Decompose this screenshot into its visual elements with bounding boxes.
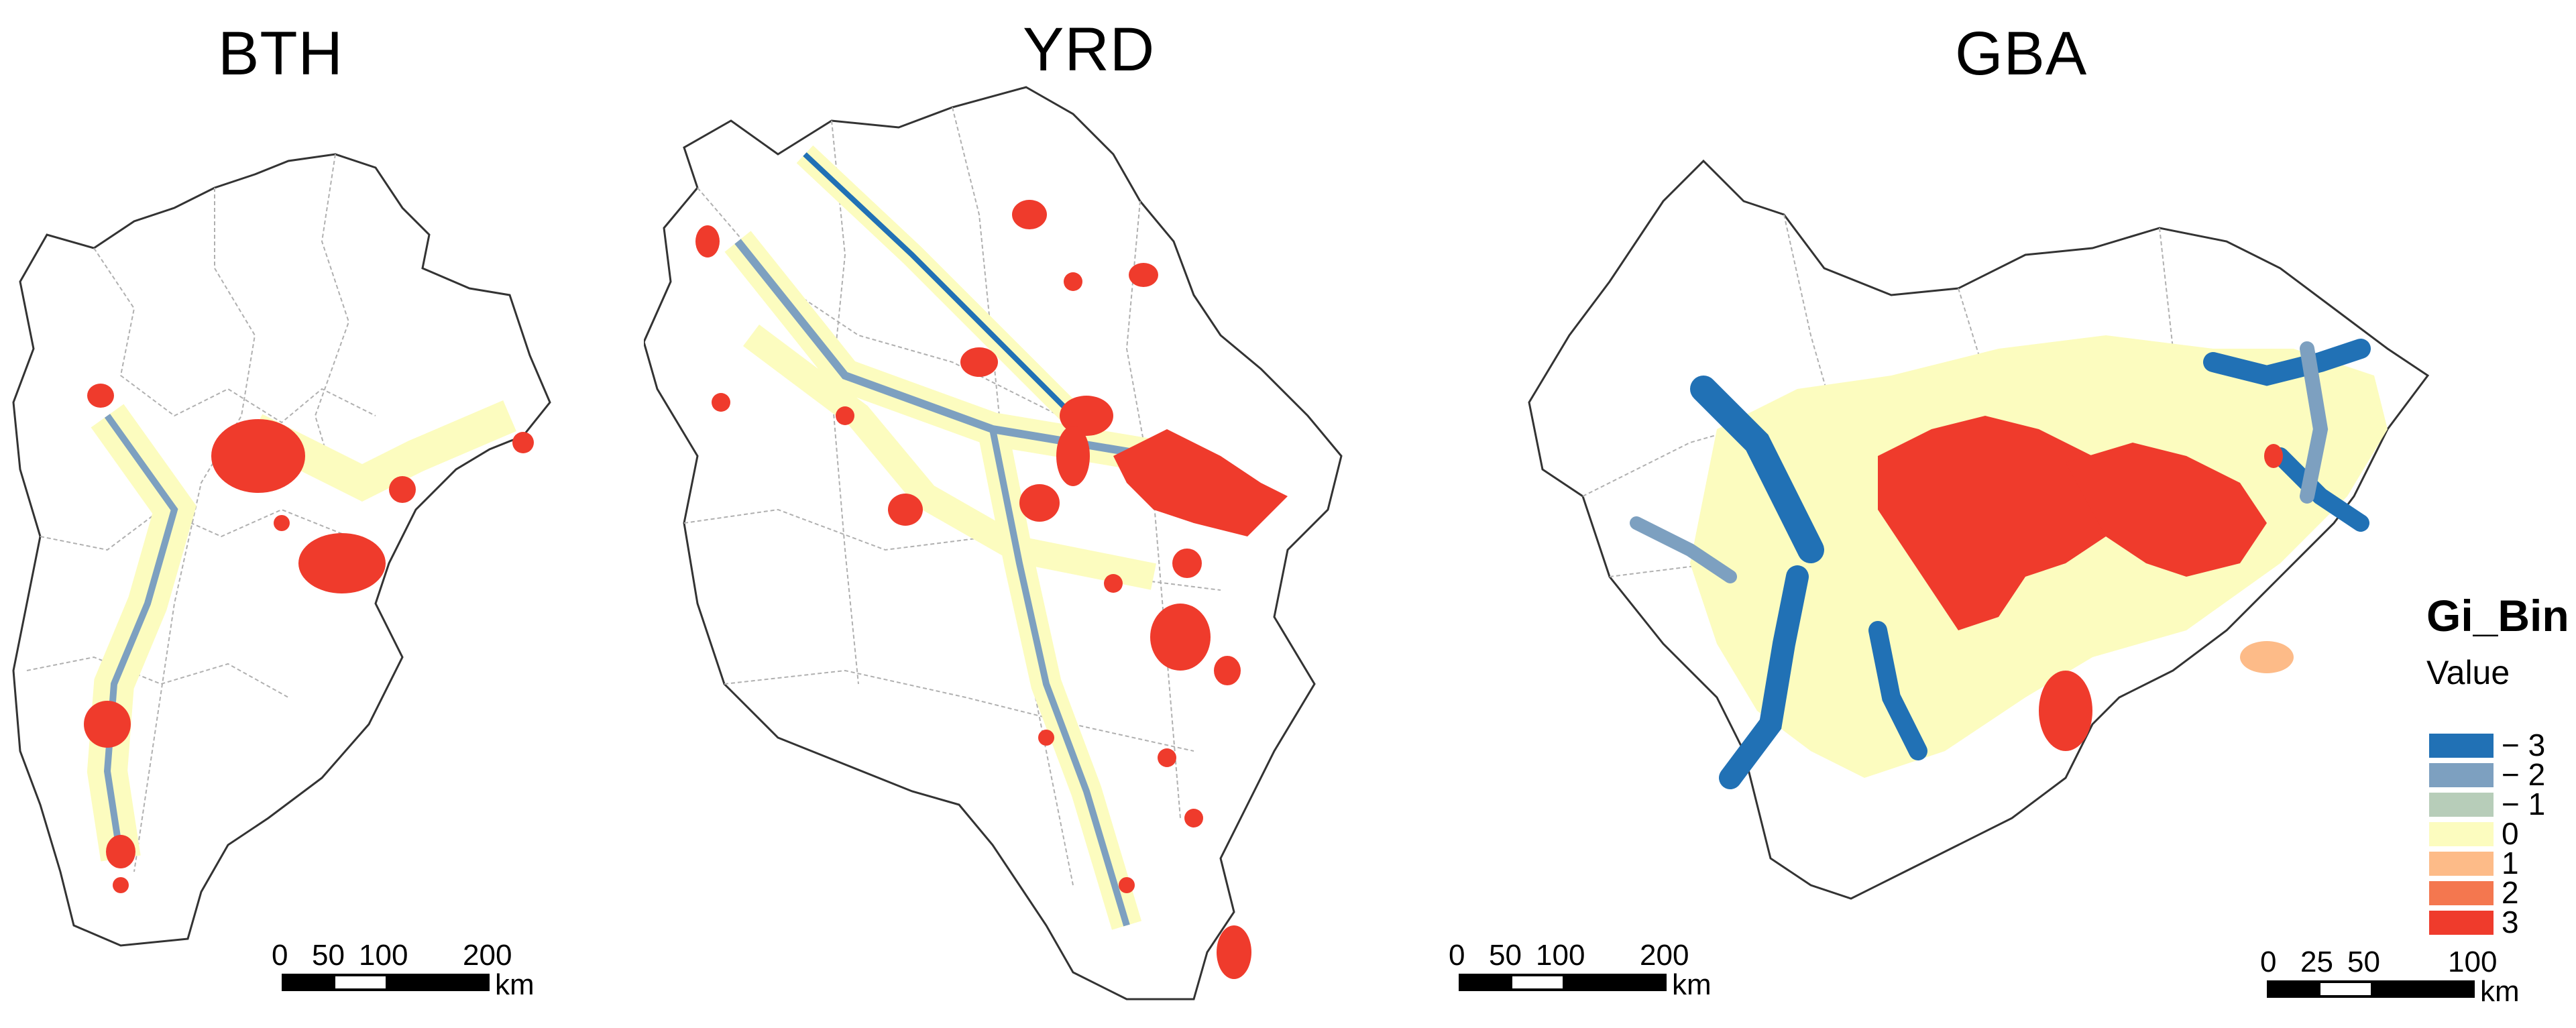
legend-item: 3 (2429, 905, 2570, 939)
gba-scale-tick-25: 25 (2300, 946, 2333, 978)
legend-label: 3 (2502, 905, 2519, 939)
gba-coldspots (1630, 339, 2371, 789)
yrd-scale-bar: 0 50 100 200 km (1445, 939, 1727, 1006)
legend-label: 2 (2502, 875, 2519, 910)
legend-swatch (2429, 793, 2494, 817)
legend-swatch (2429, 734, 2494, 758)
legend-title: Gi_Bin (2426, 591, 2569, 640)
yrd-hotspots (695, 200, 1288, 979)
bth-scale-tick-200: 200 (463, 939, 512, 972)
legend-item: 2 (2429, 875, 2570, 910)
yrd-scale-tick-100: 100 (1536, 939, 1585, 972)
legend-label: − 3 (2502, 728, 2546, 762)
gba-scale-bar: 0 25 50 100 km (2253, 946, 2535, 1013)
legend-item: 0 (2429, 816, 2570, 851)
gba-scale-tick-50: 50 (2347, 946, 2380, 978)
gba-scale-unit: km (2480, 975, 2520, 1008)
panel-title-yrd: YRD (1023, 15, 1156, 84)
gba-hotspots (1878, 416, 2283, 751)
legend-swatch (2429, 911, 2494, 935)
bth-scale-bar: 0 50 100 200 km (268, 939, 550, 1006)
gba-hk-light (2240, 641, 2294, 673)
legend-item: − 2 (2429, 757, 2570, 792)
yrd-scale-tick-0: 0 (1449, 939, 1465, 972)
panel-title-gba: GBA (1955, 19, 2088, 88)
legend-swatch (2429, 822, 2494, 846)
yrd-scale-unit: km (1672, 968, 1712, 1001)
bth-scale-tick-0: 0 (272, 939, 288, 972)
gba-scale-tick-0: 0 (2260, 946, 2277, 978)
yrd-scale-tick-200: 200 (1640, 939, 1689, 972)
panel-title-bth: BTH (218, 19, 343, 88)
legend-subtitle: Value (2426, 654, 2510, 691)
legend-item: 1 (2429, 846, 2570, 880)
legend-swatch (2429, 763, 2494, 787)
legend-label: 0 (2502, 816, 2519, 851)
legend-item: − 1 (2429, 787, 2570, 821)
bth-region-outline (12, 153, 551, 947)
legend-label: − 1 (2502, 787, 2546, 821)
legend-label: 1 (2502, 846, 2519, 880)
yrd-scale-tick-50: 50 (1489, 939, 1522, 972)
bth-scale-tick-100: 100 (359, 939, 408, 972)
gba-scale-graphic (2267, 980, 2475, 998)
bth-scale-tick-50: 50 (312, 939, 345, 972)
legend-item: − 3 (2429, 728, 2570, 762)
yrd-scale-graphic (1459, 974, 1667, 991)
yrd-map (644, 86, 1343, 1001)
bth-scale-unit: km (495, 968, 535, 1001)
legend-swatch (2429, 852, 2494, 876)
gba-scale-tick-100: 100 (2448, 946, 2498, 978)
legend-swatch (2429, 881, 2494, 905)
bth-hotspots (84, 384, 534, 893)
bth-map (12, 153, 551, 947)
gba-map (1528, 159, 2430, 900)
legend-label: − 2 (2502, 757, 2546, 792)
bth-scale-graphic (282, 974, 490, 991)
